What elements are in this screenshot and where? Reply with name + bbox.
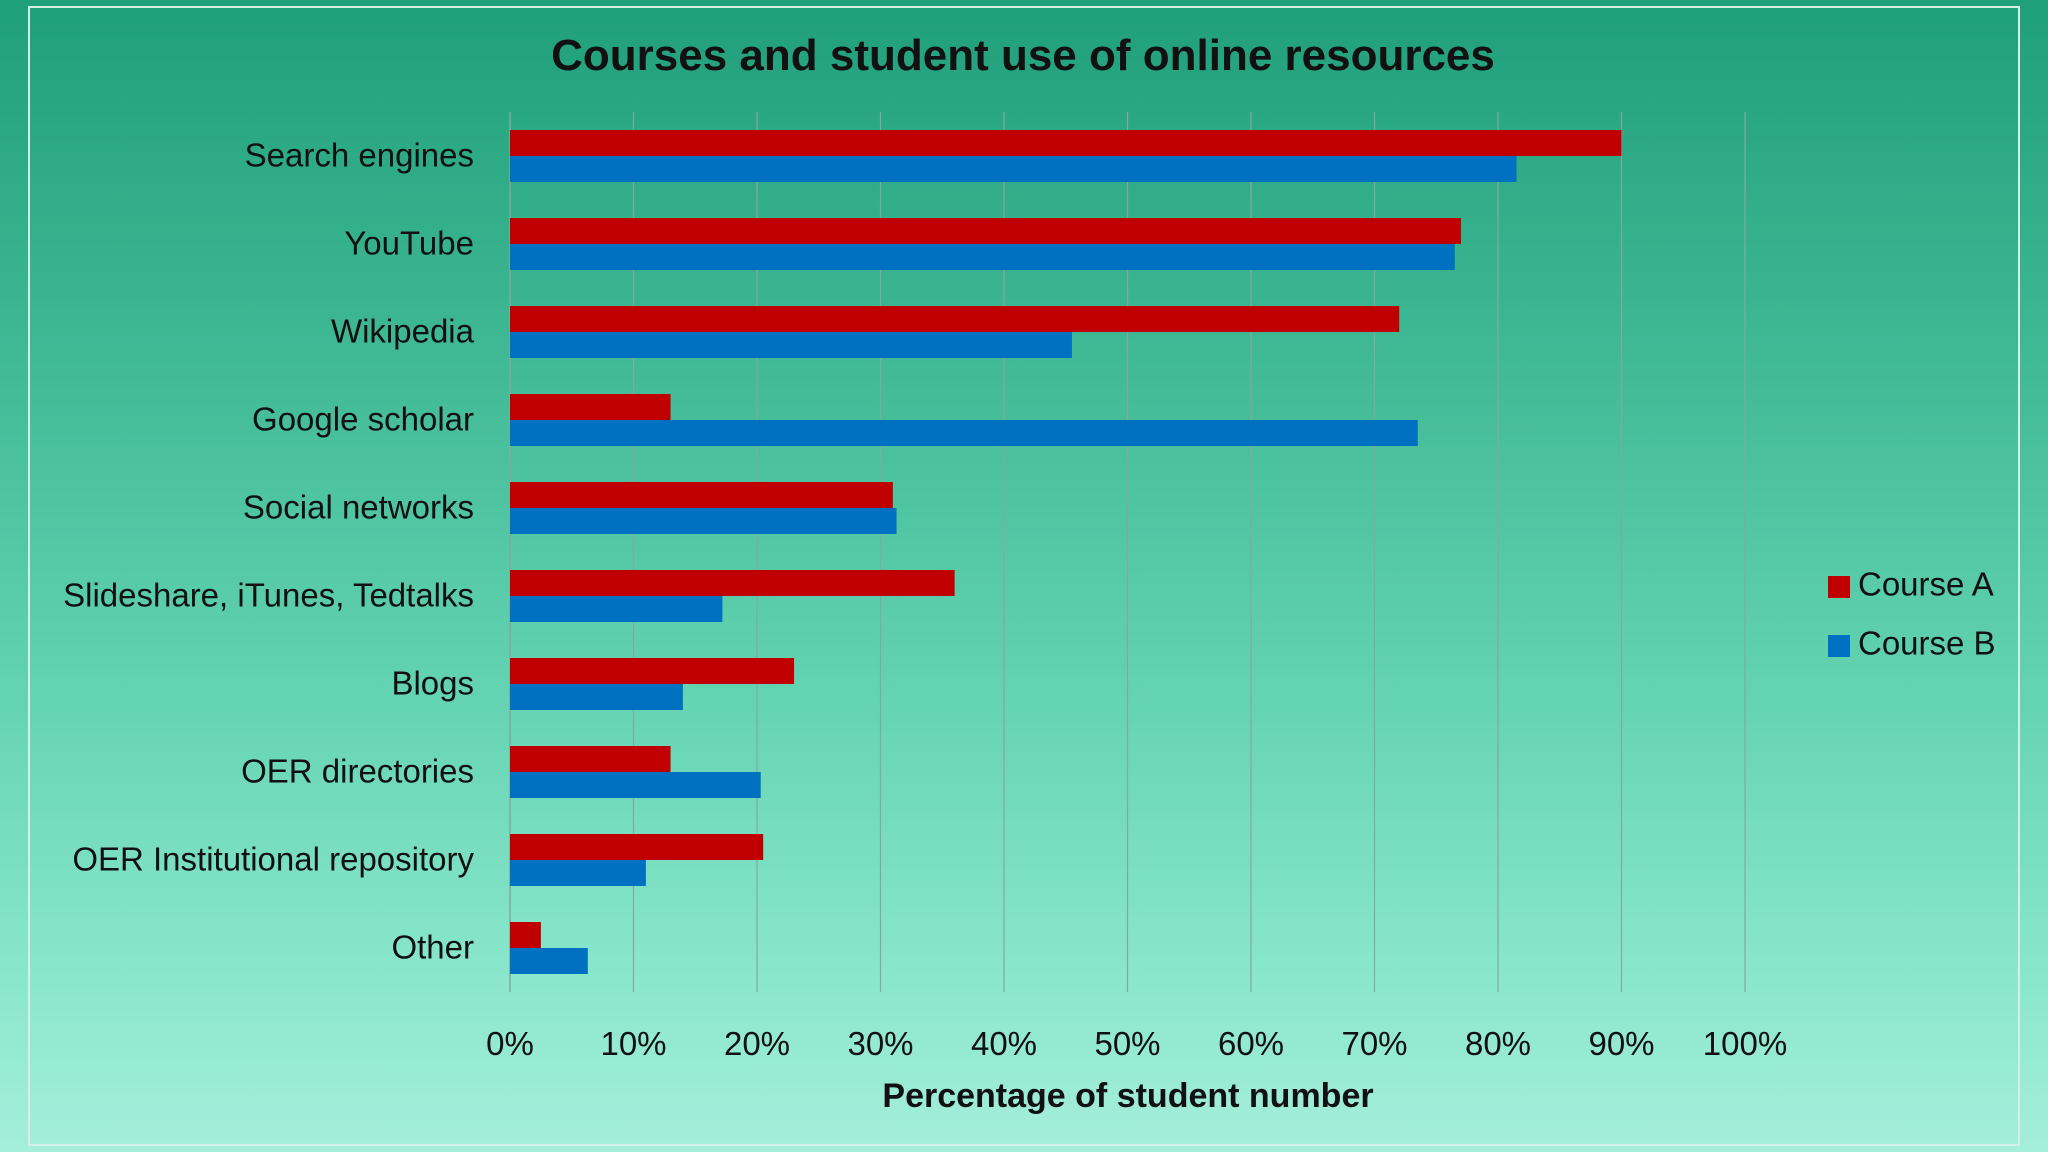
legend-swatch bbox=[1828, 635, 1850, 657]
bar-course-b bbox=[510, 948, 588, 974]
category-label: OER directories bbox=[241, 753, 474, 790]
bar-course-a bbox=[510, 306, 1400, 332]
legend-label: Course A bbox=[1858, 566, 1994, 603]
category-label: Search engines bbox=[245, 137, 474, 174]
bar-course-a bbox=[510, 218, 1461, 244]
bar-course-b bbox=[510, 860, 646, 886]
bar-course-a bbox=[510, 658, 795, 684]
bars-layer bbox=[510, 130, 1622, 974]
x-tick-label: 70% bbox=[1341, 1025, 1407, 1062]
category-labels: Search engines YouTube Wikipedia Google sch… bbox=[63, 137, 475, 966]
bar-course-a bbox=[510, 922, 541, 948]
x-tick-label: 40% bbox=[971, 1025, 1037, 1062]
bar-course-b bbox=[510, 508, 897, 534]
bar-course-a bbox=[510, 482, 893, 508]
legend: Course A Course B bbox=[1828, 566, 1996, 662]
x-tick-label: 50% bbox=[1094, 1025, 1160, 1062]
bar-course-a bbox=[510, 130, 1622, 156]
x-tick-label: 0% bbox=[486, 1025, 534, 1062]
bar-course-b bbox=[510, 332, 1072, 358]
chart-frame bbox=[28, 6, 2020, 1146]
bar-course-a bbox=[510, 746, 671, 772]
x-tick-label: 100% bbox=[1703, 1025, 1787, 1062]
bar-course-b bbox=[510, 772, 761, 798]
bar-course-a bbox=[510, 570, 955, 596]
category-label: Wikipedia bbox=[331, 313, 475, 350]
category-label: Blogs bbox=[391, 665, 474, 702]
bar-course-a bbox=[510, 834, 764, 860]
category-label: Google scholar bbox=[252, 401, 474, 438]
category-label: Other bbox=[391, 929, 474, 966]
chart-title: Courses and student use of online resour… bbox=[551, 31, 1495, 80]
legend-label: Course B bbox=[1858, 625, 1996, 662]
legend-swatch bbox=[1828, 576, 1850, 598]
x-tick-label: 80% bbox=[1465, 1025, 1531, 1062]
x-tick-label: 60% bbox=[1218, 1025, 1284, 1062]
bar-course-a bbox=[510, 394, 671, 420]
x-axis-title: Percentage of student number bbox=[882, 1077, 1373, 1115]
category-label: Social networks bbox=[243, 489, 474, 526]
category-label: OER Institutional repository bbox=[72, 841, 474, 878]
x-tick-label: 20% bbox=[724, 1025, 790, 1062]
x-tick-label: 10% bbox=[600, 1025, 666, 1062]
bar-course-b bbox=[510, 596, 723, 622]
bar-course-b bbox=[510, 420, 1418, 446]
category-label: Slideshare, iTunes, Tedtalks bbox=[63, 577, 474, 614]
bar-course-b bbox=[510, 156, 1517, 182]
x-tick-label: 90% bbox=[1588, 1025, 1654, 1062]
x-tick-labels: 0% 10% 20% 30% 40% 50% 60% 70% 80% 90% 100% bbox=[486, 1025, 1787, 1062]
bar-course-b bbox=[510, 684, 683, 710]
bar-course-b bbox=[510, 244, 1455, 270]
category-label: YouTube bbox=[344, 225, 474, 262]
x-tick-label: 30% bbox=[847, 1025, 913, 1062]
